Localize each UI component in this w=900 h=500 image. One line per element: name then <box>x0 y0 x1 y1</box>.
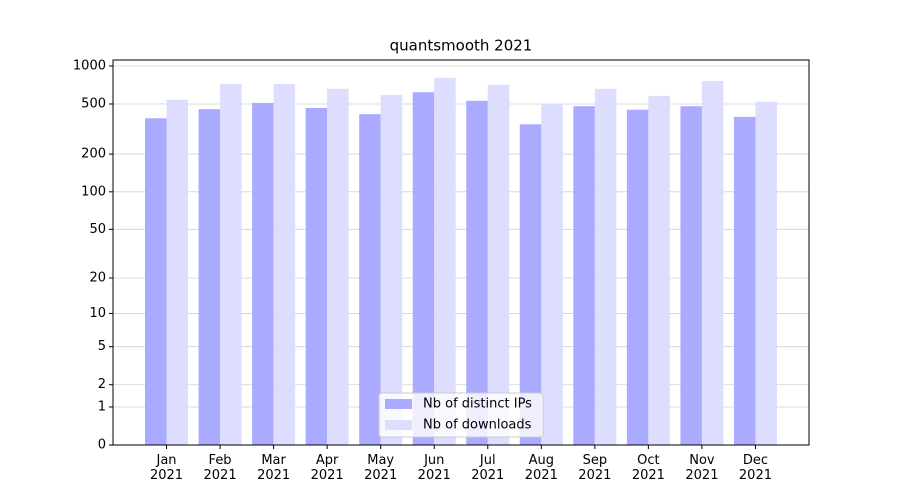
legend-label: Nb of distinct IPs <box>423 397 532 412</box>
bar <box>541 103 563 445</box>
x-tick-label: Sep 2021 <box>578 453 612 483</box>
x-tick-label: Apr 2021 <box>310 453 344 483</box>
bar <box>273 84 296 445</box>
y-tick-label: 500 <box>81 96 106 111</box>
bar <box>252 102 274 446</box>
y-tick-label: 200 <box>81 147 106 162</box>
x-tick-label: Aug 2021 <box>524 453 558 483</box>
x-tick-label: Mar 2021 <box>257 453 291 483</box>
x-tick-label: Jan 2021 <box>149 453 184 483</box>
bar <box>327 88 349 446</box>
y-tick-label: 1000 <box>73 59 106 74</box>
bar <box>487 84 510 446</box>
legend-swatch <box>385 399 412 409</box>
bar <box>680 106 702 446</box>
bar <box>626 109 649 445</box>
bar <box>380 94 403 446</box>
bar <box>220 84 242 445</box>
bar <box>519 124 542 445</box>
bar <box>198 109 221 445</box>
y-tick-label: 2 <box>98 377 106 392</box>
bar <box>359 114 381 445</box>
y-tick-label: 10 <box>89 306 106 321</box>
y-tick-label: 5 <box>98 339 106 354</box>
bar <box>305 107 328 446</box>
bar <box>412 92 435 446</box>
bar <box>434 77 456 445</box>
x-tick-label: Jul 2021 <box>471 453 505 483</box>
x-tick-label: Dec 2021 <box>738 453 772 483</box>
bar <box>166 99 189 445</box>
bar <box>145 118 167 445</box>
y-tick-label: 100 <box>81 184 106 199</box>
chart-title: quantsmooth 2021 <box>390 37 533 55</box>
bar <box>594 88 617 446</box>
y-tick-label: 1 <box>98 399 106 414</box>
legend: Nb of distinct IPs Nb of downloads <box>378 392 544 438</box>
y-tick-label: 50 <box>89 222 106 237</box>
y-tick-label: 0 <box>98 438 106 453</box>
bar <box>466 100 488 445</box>
legend-swatch <box>385 420 412 430</box>
bar <box>648 95 670 446</box>
x-tick-label: Jun 2021 <box>417 453 451 483</box>
legend-label: Nb of downloads <box>423 418 532 433</box>
legend-box <box>378 392 544 438</box>
plot-frame <box>112 59 810 446</box>
y-tick-label: 20 <box>89 270 106 285</box>
x-tick-label: May 2021 <box>364 453 398 483</box>
x-tick-label: Feb 2021 <box>203 453 237 483</box>
bar <box>755 101 777 445</box>
bar <box>733 116 756 446</box>
bar <box>701 81 724 445</box>
x-tick-label: Oct 2021 <box>631 453 665 483</box>
bar <box>573 106 595 446</box>
x-tick-label: Nov 2021 <box>685 453 719 483</box>
